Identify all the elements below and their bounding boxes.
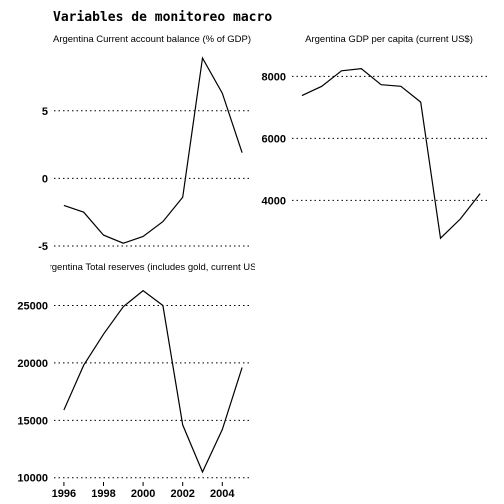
y-tick-label: -5 [38, 241, 48, 253]
series-line-1 [63, 56, 243, 244]
y-tick-label: 4000 [262, 195, 286, 207]
panel-title: Argentina Total reserves (includes gold,… [42, 262, 262, 273]
y-tick-label: 5 [42, 106, 48, 118]
y-tick-label: 25000 [17, 301, 48, 313]
y-tick-label: 0 [42, 173, 48, 185]
x-tick-label: 2002 [170, 488, 194, 500]
main-title: Variables de monitoreo macro [53, 10, 273, 25]
x-tick-label: 1998 [91, 488, 115, 500]
panel-title: Argentina GDP per capita (current US$) [305, 34, 473, 45]
chart-panel-1: Argentina Current account balance (% of … [38, 34, 252, 253]
y-tick-label: 15000 [17, 415, 48, 427]
y-tick-label: 10000 [17, 473, 48, 485]
series-line-1 [301, 67, 481, 240]
x-tick-label: 2004 [210, 488, 235, 500]
x-tick-label: 1996 [52, 488, 76, 500]
series-line-1 [63, 289, 243, 474]
y-tick-label: 8000 [262, 71, 286, 83]
panel-title: Argentina Current account balance (% of … [53, 34, 251, 45]
y-tick-label: 20000 [17, 358, 48, 370]
chart-panel-3: Argentina Total reserves (includes gold,… [17, 262, 262, 500]
x-tick-label: 2000 [131, 488, 155, 500]
y-tick-label: 6000 [262, 133, 286, 145]
chart-panel-2: Argentina GDP per capita (current US$) 40… [262, 34, 490, 240]
